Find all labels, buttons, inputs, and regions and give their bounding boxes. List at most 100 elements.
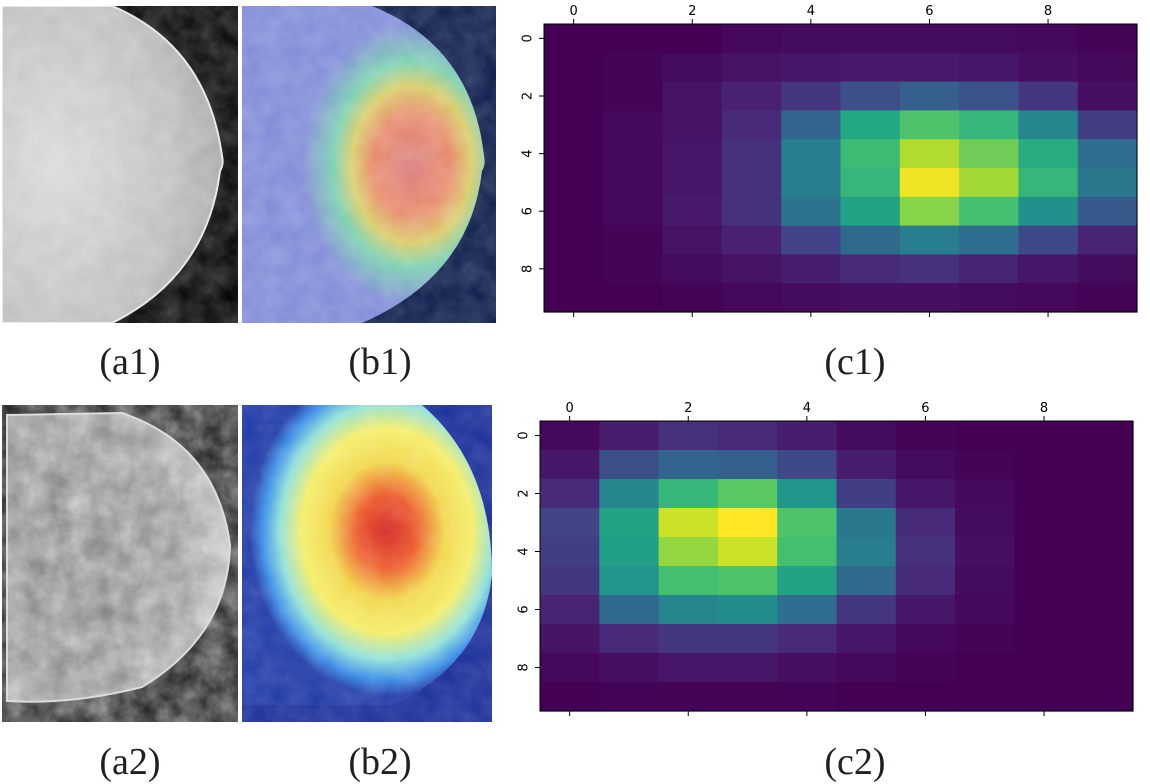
heatmap-cell-r6-c4: [777, 595, 838, 625]
heatmap-cell-r9-c6: [899, 283, 960, 313]
heatmap-cell-r7-c8: [1018, 225, 1079, 255]
heatmap-cell-r3-c3: [721, 110, 782, 140]
heatmap-cell-r9-c7: [959, 283, 1019, 313]
heatmap-cell-r5-c2: [658, 566, 719, 596]
heatmap-cell-r5-c3: [717, 566, 778, 596]
heatmap-cell-r9-c4: [777, 682, 838, 712]
heatmap-cell-r4-c5: [840, 139, 901, 169]
heatmap-cell-r9-c3: [717, 682, 778, 712]
plot-frame: [543, 23, 1138, 313]
heatmap-cell-r3-c4: [781, 110, 842, 140]
heatmap-cell-r8-c6: [899, 254, 960, 284]
heatmap-cell-r4-c6: [899, 139, 960, 169]
caption-b1: (b1): [348, 341, 412, 383]
heatmap-cell-r2-c7: [959, 81, 1019, 111]
heatmap-cell-r3-c2: [658, 508, 719, 538]
heatmap-cell-r8-c9: [1073, 653, 1134, 683]
heatmap-cell-r4-c1: [603, 139, 664, 169]
heatmap-cell-r6-c8: [1014, 595, 1075, 625]
heatmap-c2: 0 2 4 6 8 0 2 4 6 8: [517, 401, 1134, 716]
heatmap-cell-r0-c1: [599, 421, 660, 451]
heatmap-cell-r8-c7: [959, 254, 1019, 284]
heatmap-cell-r1-c4: [777, 450, 838, 480]
heatmap-cell-r8-c8: [1014, 653, 1075, 683]
heatmap-cell-r7-c6: [895, 624, 956, 654]
heatmap-c1: 0 2 4 6 8 0 2 4 6 8: [521, 4, 1138, 317]
heatmap-cell-r4-c7: [955, 537, 1015, 567]
heatmap-cell-r9-c8: [1014, 682, 1075, 712]
heatmap-cell-r0-c9: [1073, 421, 1134, 451]
panel-a2-mammogram: [2, 405, 238, 722]
heatmap-cell-r6-c4: [781, 196, 842, 227]
heatmap-cell-r7-c2: [662, 225, 723, 255]
heatmap-cell-r2-c2: [662, 81, 723, 111]
caption-b2: (b2): [348, 741, 412, 783]
heatmap-cell-r1-c9: [1073, 450, 1134, 480]
heatmap-cell-r3-c0: [540, 508, 600, 538]
heatmap-cell-r5-c5: [836, 566, 897, 596]
heatmap-cell-r4-c8: [1018, 139, 1079, 169]
heatmap-cell-r3-c4: [777, 508, 838, 538]
heatmap-cell-r5-c3: [721, 168, 782, 198]
heatmap-cell-r9-c8: [1018, 283, 1079, 313]
heatmap-cell-r7-c8: [1014, 624, 1075, 654]
heatmap-cell-r5-c5: [840, 168, 901, 198]
panel-b1-overlay: [242, 6, 496, 323]
heatmap-cell-r9-c0: [544, 283, 604, 313]
heatmap-cell-r2-c4: [777, 479, 838, 509]
heatmap-cell-r7-c2: [658, 624, 719, 654]
heatmap-cell-r7-c3: [717, 624, 778, 654]
heatmap-cell-r8-c1: [603, 254, 664, 284]
heatmap-cell-r9-c2: [662, 283, 723, 313]
heatmap-cell-r6-c3: [721, 196, 782, 227]
heatmap-cell-r1-c8: [1014, 450, 1075, 480]
heatmap-cell-r5-c0: [544, 168, 604, 198]
heatmap-cell-r8-c5: [836, 653, 897, 683]
heatmap-cell-r5-c2: [662, 168, 723, 198]
heatmap-cell-r1-c8: [1018, 52, 1079, 83]
heatmap-cell-r7-c5: [840, 225, 901, 255]
heatmap-cell-r6-c6: [899, 196, 960, 227]
heatmap-cell-r1-c5: [836, 450, 897, 480]
heatmap-cell-r6-c1: [599, 595, 660, 625]
heatmap-cell-r2-c8: [1014, 479, 1075, 509]
heatmap-cell-r1-c4: [781, 52, 842, 83]
heatmap-cell-r4-c4: [781, 139, 842, 169]
heatmap-cell-r3-c2: [662, 110, 723, 140]
heatmap-cell-r1-c7: [959, 52, 1019, 83]
heatmap-cell-r6-c6: [895, 595, 956, 625]
heatmap-cell-r3-c0: [544, 110, 604, 140]
heatmap-cell-r1-c1: [603, 52, 664, 83]
heatmap-cell-r8-c0: [544, 254, 604, 284]
overlay-image-b1: [242, 6, 485, 323]
y-tick-label-2: 2: [517, 489, 532, 497]
heatmap-cell-r0-c8: [1018, 24, 1079, 54]
heatmap-cell-r5-c8: [1014, 566, 1075, 596]
heatmap-cell-r6-c0: [544, 196, 604, 227]
y-tick-label-0: 0: [517, 431, 532, 439]
heatmap-cell-r2-c9: [1073, 479, 1134, 509]
heatmap-cell-r6-c8: [1018, 196, 1079, 227]
heatmap-cell-r1-c1: [599, 450, 660, 480]
heatmap-cell-r3-c6: [899, 110, 960, 140]
heatmap-cell-r7-c3: [721, 225, 782, 255]
heatmap-cell-r0-c0: [544, 24, 604, 54]
heatmap-cell-r2-c3: [721, 81, 782, 111]
heatmap-cell-r3-c7: [959, 110, 1019, 140]
heatmap-cell-r8-c6: [895, 653, 956, 683]
heatmap-cell-r5-c4: [777, 566, 838, 596]
caption-a1: (a1): [99, 341, 161, 383]
heatmap-cell-r8-c4: [777, 653, 838, 683]
y-tick-label-8: 8: [521, 265, 536, 273]
heatmap-cell-r9-c2: [658, 682, 719, 712]
heatmap-cell-r2-c7: [955, 479, 1015, 509]
heatmap-cell-r7-c9: [1073, 624, 1134, 654]
heatmap-cell-r1-c3: [717, 450, 778, 480]
heatmap-cell-r8-c8: [1018, 254, 1079, 284]
heatmap-cell-r2-c5: [840, 81, 901, 111]
y-tick-label-6: 6: [517, 605, 532, 613]
heatmap-cell-r0-c4: [781, 24, 842, 54]
heatmap-cell-r9-c5: [840, 283, 901, 313]
heatmap-cell-r8-c4: [781, 254, 842, 284]
heatmap-cell-r5-c6: [895, 566, 956, 596]
